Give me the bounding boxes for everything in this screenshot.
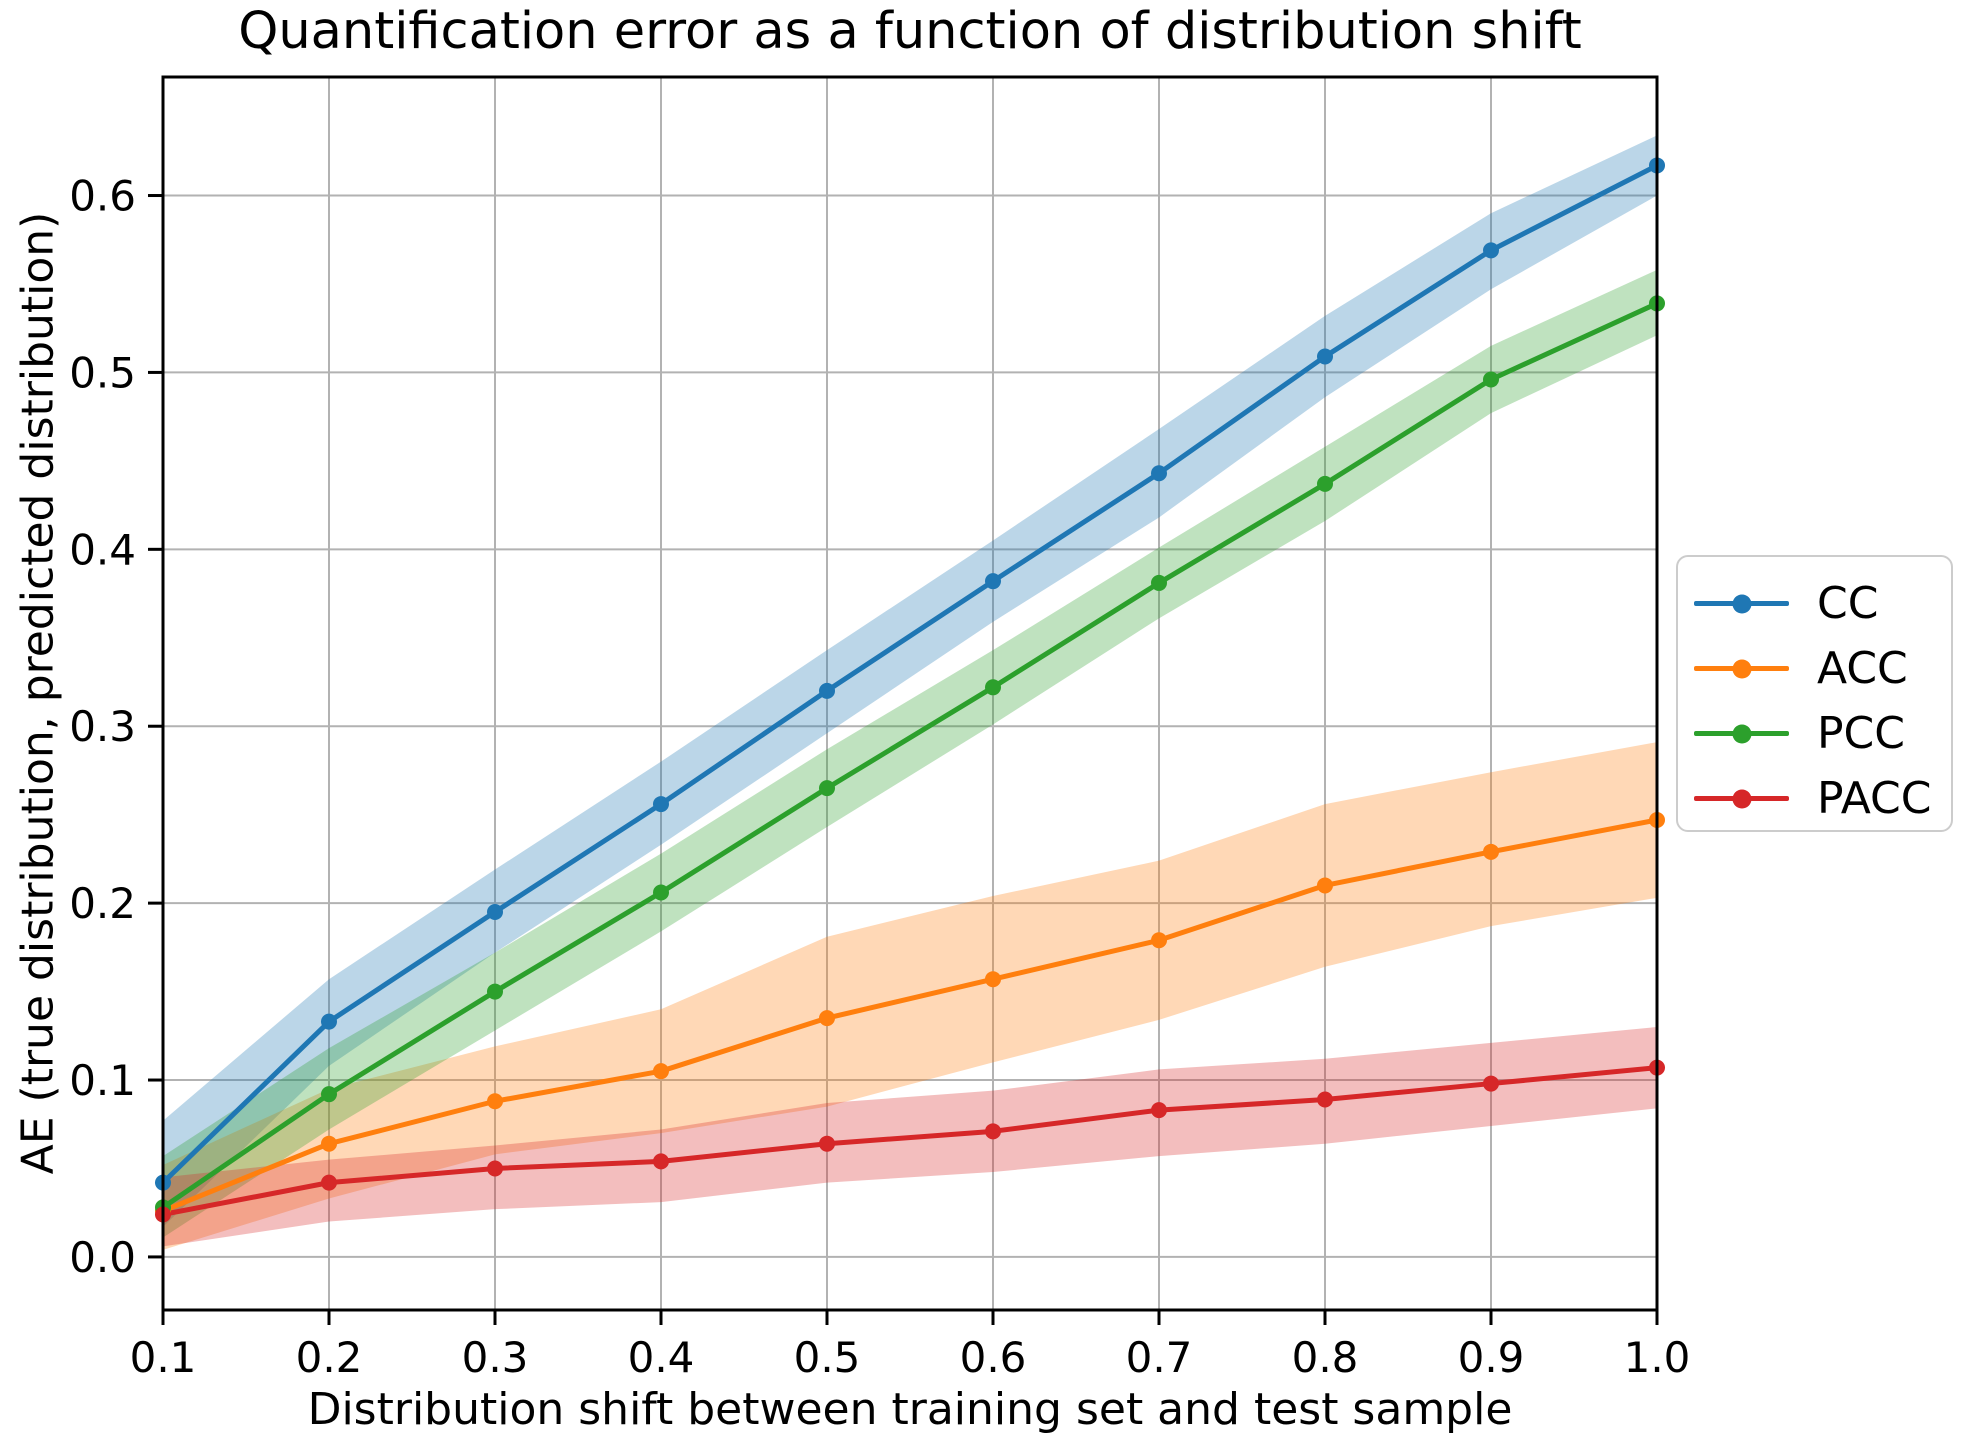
legend-line-swatch-acc — [1694, 659, 1789, 678]
x-tick-label-0.6: 0.6 — [960, 1333, 1027, 1382]
y-tick-label-0.3: 0.3 — [69, 702, 136, 751]
legend-item-acc: ACC — [1694, 636, 1951, 701]
series-cc-marker-0.4 — [653, 796, 669, 813]
legend: CC ACC PCC PACC — [1676, 555, 1953, 832]
y-tick-label-0.5: 0.5 — [69, 348, 136, 397]
x-tick-label-0.4: 0.4 — [628, 1333, 695, 1382]
y-tick-label-0.2: 0.2 — [69, 879, 136, 928]
x-tick-label-1.0: 1.0 — [1624, 1333, 1691, 1382]
series-pacc-marker-0.4 — [653, 1153, 669, 1170]
series-pacc-marker-0.5 — [819, 1135, 835, 1152]
y-tick-label-0.6: 0.6 — [69, 172, 136, 221]
series-acc-band — [163, 742, 1657, 1250]
series-cc-marker-0.7 — [1151, 465, 1167, 482]
y-tick-label-0.1: 0.1 — [69, 1056, 136, 1105]
series-acc-marker-0.7 — [1151, 932, 1167, 949]
x-axis-label: Distribution shift between training set … — [307, 1384, 1513, 1435]
series-cc-marker-0.3 — [487, 903, 503, 920]
series-pcc-marker-0.9 — [1483, 371, 1499, 388]
legend-marker-cc — [1732, 594, 1751, 613]
series-pacc-marker-0.9 — [1483, 1075, 1499, 1092]
chart-title: Quantification error as a function of di… — [238, 2, 1582, 61]
x-tick-label-0.9: 0.9 — [1458, 1333, 1525, 1382]
legend-marker-acc — [1732, 659, 1751, 678]
series-cc-marker-0.9 — [1483, 242, 1499, 259]
series-pcc-marker-0.4 — [653, 884, 669, 901]
legend-label: PCC — [1817, 707, 1905, 759]
series-cc-band — [163, 135, 1657, 1227]
legend-marker-pacc — [1732, 789, 1751, 808]
series-acc-marker-0.8 — [1317, 877, 1333, 894]
series-pcc-band — [163, 269, 1657, 1238]
series-pcc-marker-0.6 — [985, 679, 1001, 696]
series-pcc-marker-0.3 — [487, 983, 503, 1000]
x-tick-label-0.8: 0.8 — [1292, 1333, 1359, 1382]
y-axis-label: AE (true distribution, predicted distrib… — [12, 211, 64, 1175]
series-acc-line — [160, 817, 1660, 1214]
x-tick-label-0.2: 0.2 — [296, 1333, 363, 1382]
series-pacc-marker-0.7 — [1151, 1102, 1167, 1119]
series-acc-marker-0.9 — [1483, 843, 1499, 860]
legend-item-cc: CC — [1694, 571, 1951, 636]
legend-label: PACC — [1817, 772, 1932, 824]
series-pacc-marker-0.6 — [985, 1123, 1001, 1140]
axes-spines — [161, 75, 1659, 1312]
series-acc-marker-0.4 — [653, 1063, 669, 1080]
series-cc-line — [160, 162, 1660, 1186]
series-pacc-marker-0.2 — [321, 1174, 337, 1191]
series-cc-marker-0.6 — [985, 573, 1001, 590]
legend-line-swatch-pcc — [1694, 724, 1789, 743]
series-acc-marker-0.2 — [321, 1135, 337, 1152]
series-pcc-marker-0.5 — [819, 780, 835, 797]
legend-item-pcc: PCC — [1694, 701, 1951, 766]
y-tick-label-0.0: 0.0 — [69, 1233, 136, 1282]
series-acc-marker-0.5 — [819, 1010, 835, 1027]
series-acc-marker-0.6 — [985, 971, 1001, 988]
series-pcc-marker-0.2 — [321, 1086, 337, 1103]
series-pcc-line — [160, 300, 1660, 1210]
series-acc-marker-0.3 — [487, 1093, 503, 1110]
legend-label: ACC — [1817, 642, 1908, 694]
series-cc-marker-0.8 — [1317, 348, 1333, 365]
series-cc-marker-0.5 — [819, 682, 835, 699]
y-tick-label-0.4: 0.4 — [69, 525, 136, 574]
legend-line-swatch-cc — [1694, 594, 1789, 613]
legend-marker-pcc — [1732, 724, 1751, 743]
series-pacc-marker-0.3 — [487, 1160, 503, 1177]
x-tick-label-0.1: 0.1 — [130, 1333, 197, 1382]
legend-line-swatch-pacc — [1694, 789, 1789, 808]
series-cc-marker-0.2 — [321, 1013, 337, 1030]
series-pcc-marker-0.7 — [1151, 574, 1167, 591]
legend-item-pacc: PACC — [1694, 766, 1951, 831]
x-tick-label-0.3: 0.3 — [462, 1333, 529, 1382]
legend-label: CC — [1817, 577, 1879, 629]
series-pcc-marker-0.8 — [1317, 475, 1333, 492]
series-pacc-line — [160, 1065, 1660, 1217]
x-tick-label-0.7: 0.7 — [1126, 1333, 1193, 1382]
series-pacc-marker-0.8 — [1317, 1091, 1333, 1108]
x-tick-label-0.5: 0.5 — [794, 1333, 861, 1382]
